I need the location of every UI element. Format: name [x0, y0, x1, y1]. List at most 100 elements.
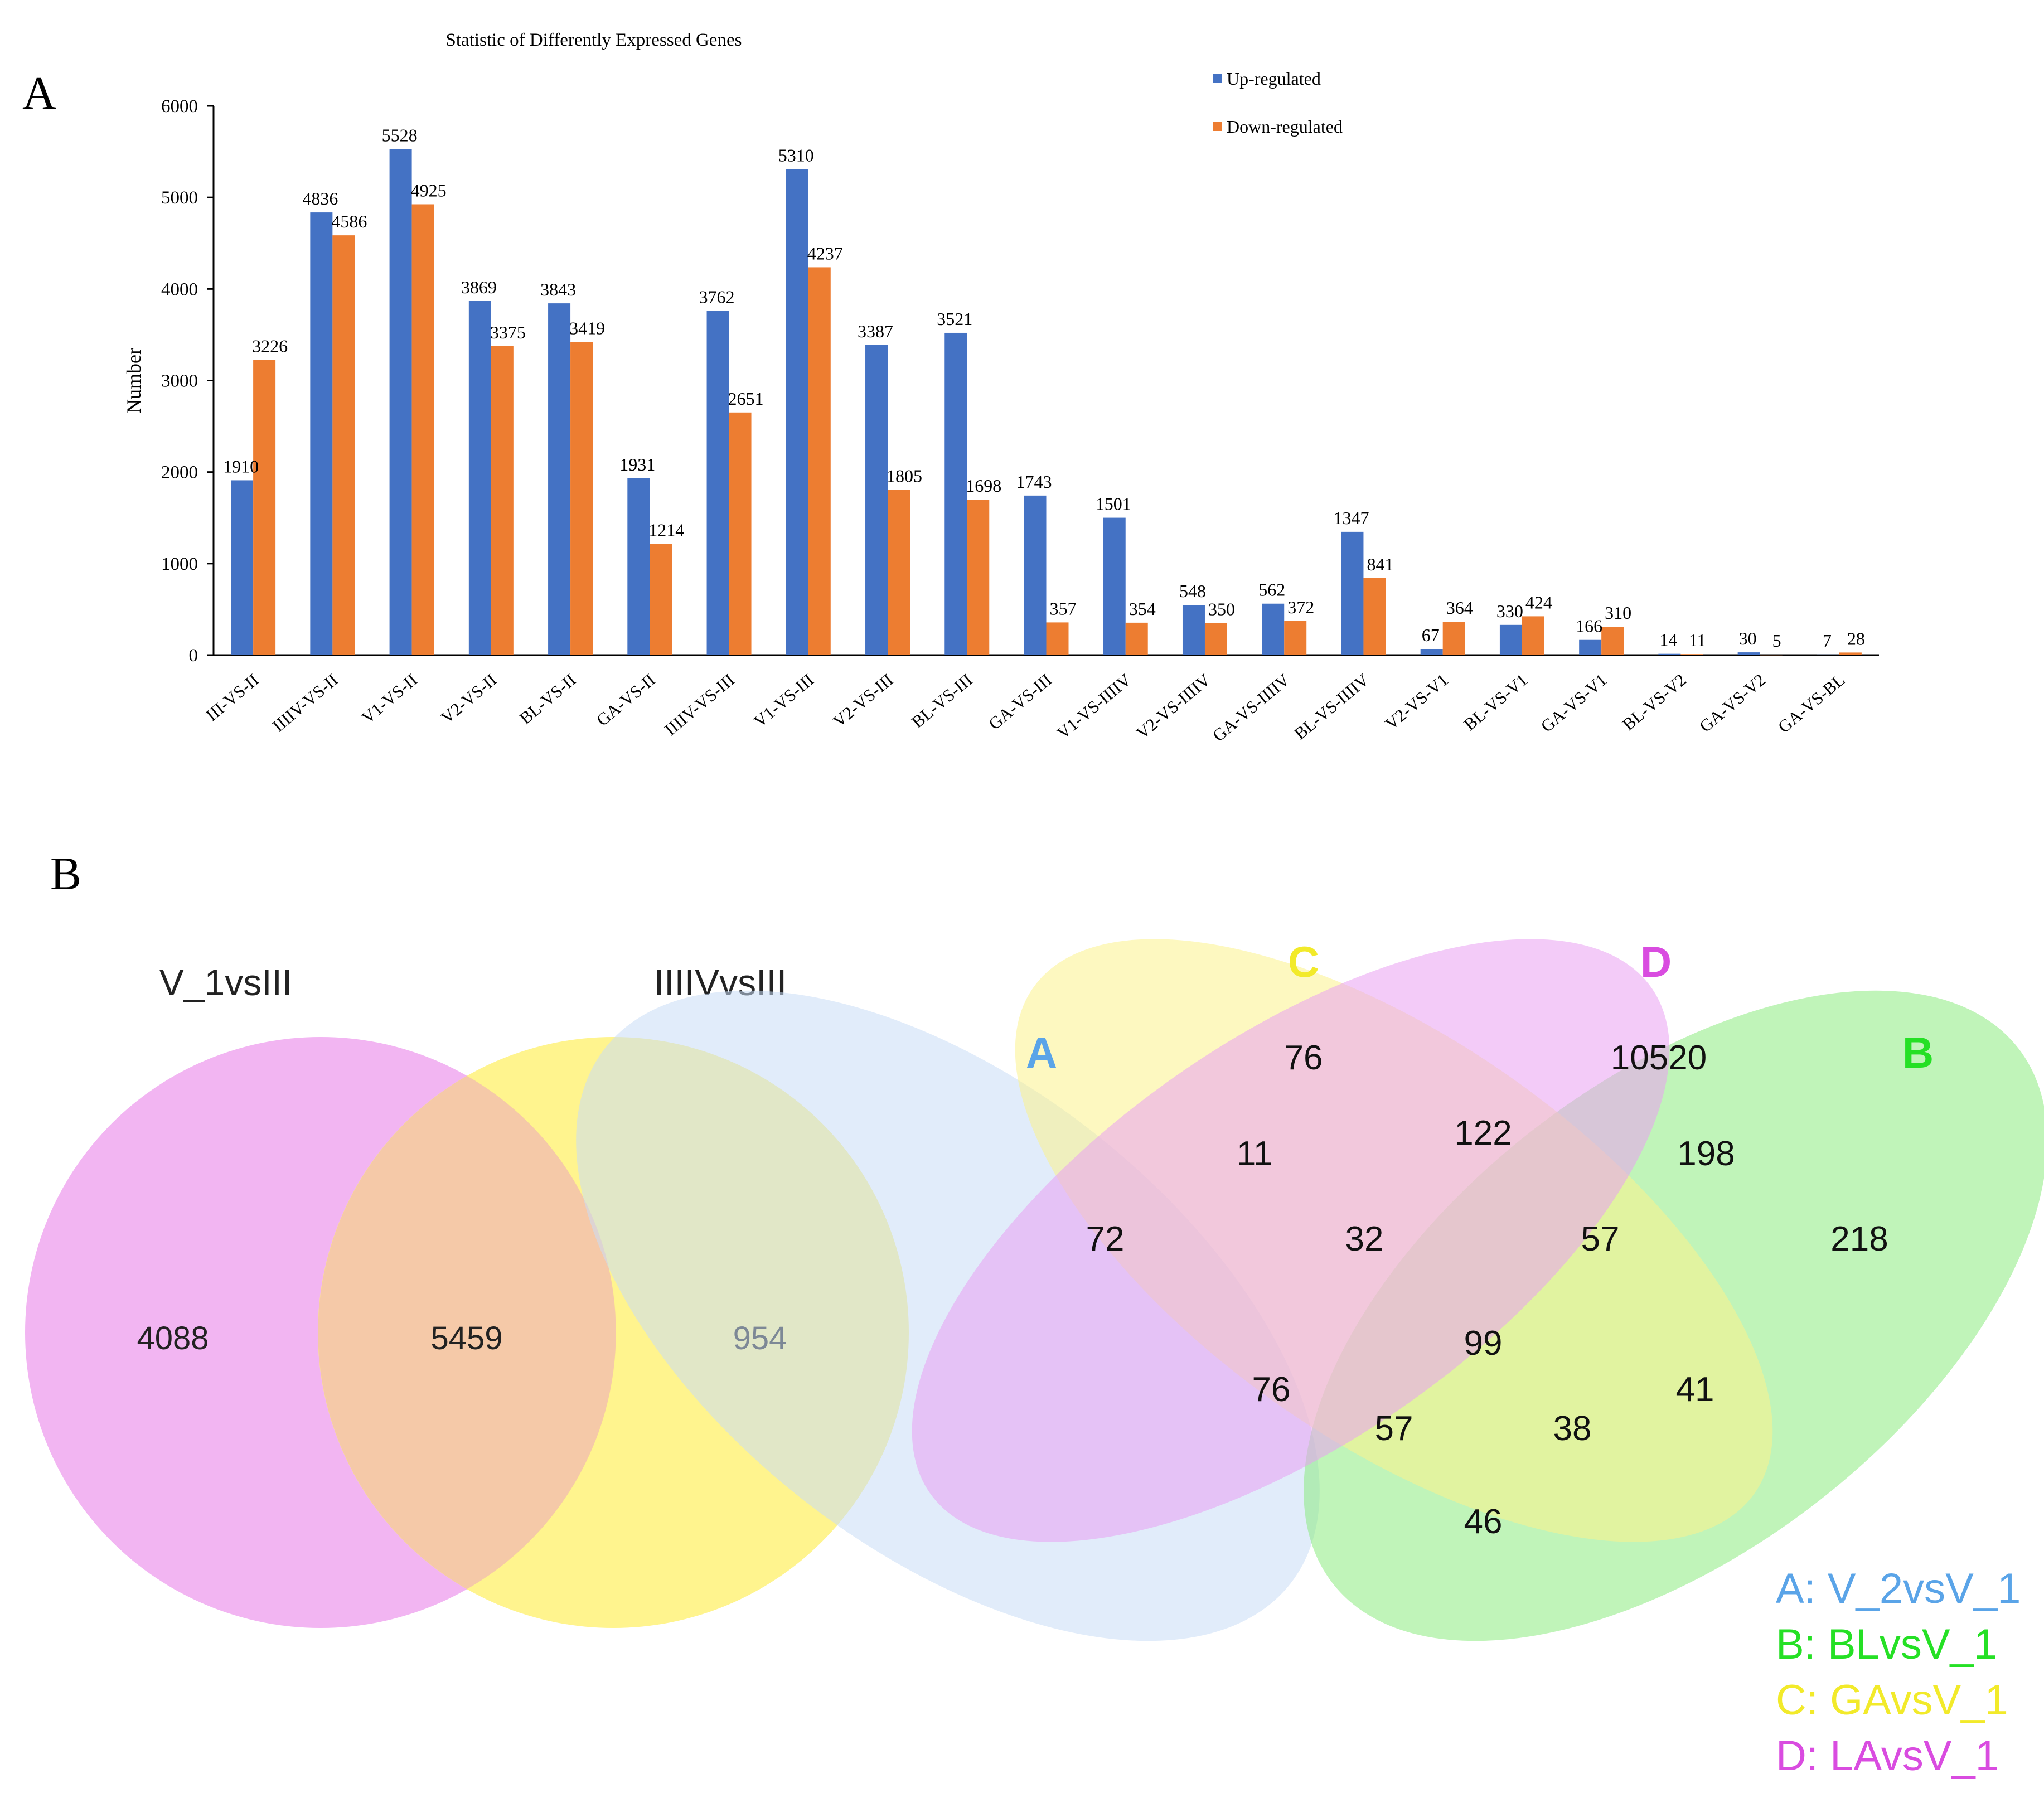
- bar-down: [1522, 616, 1544, 655]
- venn-count-only-left: 4088: [137, 1320, 209, 1356]
- x-tick-label: BL-VS-IIIIV: [1290, 670, 1373, 743]
- venn-set-label-d: D: [1640, 937, 1672, 986]
- bar-down: [411, 204, 434, 656]
- bar-up: [1262, 603, 1285, 655]
- bar-value-label: 4586: [331, 211, 367, 231]
- bar-value-label: 354: [1129, 599, 1156, 619]
- venn-count-both: 5459: [430, 1320, 502, 1356]
- bar-down: [1204, 623, 1227, 655]
- bar-value-label: 330: [1496, 601, 1523, 621]
- bar-value-label: 841: [1367, 554, 1393, 574]
- venn-overlap-region: [318, 1075, 616, 1590]
- bar-value-label: 30: [1739, 628, 1757, 648]
- bar-value-label: 424: [1525, 592, 1552, 612]
- x-tick-label: BL-VS-II: [516, 670, 580, 728]
- bar-value-label: 372: [1287, 597, 1314, 617]
- venn-legend-a: A: V_2vsV_1: [1776, 1565, 2021, 1612]
- x-tick-label: GA-VS-III: [985, 670, 1055, 734]
- bar-value-label: 1910: [223, 456, 259, 476]
- x-tick-label: V2-VS-II: [437, 670, 501, 728]
- y-ticks: 0 1000 2000 3000 4000 5000 6000: [161, 96, 214, 666]
- x-tick-label: V2-VS-IIIIV: [1132, 670, 1214, 743]
- x-tick-label: GA-VS-V1: [1537, 670, 1611, 736]
- bar-down: [332, 235, 355, 655]
- venn-ellipse-d: [912, 939, 1670, 1542]
- x-tick-label: V2-VS-III: [829, 670, 897, 731]
- bar-value-label: 11: [1689, 630, 1706, 650]
- venn-count-acd: 32: [1345, 1220, 1384, 1258]
- bar-down: [650, 544, 672, 655]
- panel-label-b: B: [50, 848, 81, 900]
- bar-marks: [231, 149, 1862, 656]
- y-tick-label: 4000: [161, 279, 198, 299]
- bar-up: [389, 149, 412, 655]
- bar-down: [729, 412, 752, 655]
- bar-down: [967, 500, 990, 655]
- bar-value-label: 3521: [937, 309, 972, 329]
- bar-up: [1182, 605, 1205, 655]
- bar-up: [1579, 639, 1602, 655]
- venn-legend-c: C: GAvsV_1: [1776, 1676, 2008, 1724]
- venn-count-ad: 76: [1252, 1370, 1291, 1409]
- bar-value-label: 3419: [569, 318, 605, 338]
- x-tick-label: V1-VS-II: [358, 670, 422, 728]
- bar-down: [1601, 627, 1624, 655]
- venn-count-a: 72: [1086, 1220, 1125, 1258]
- x-tick-label: V1-VS-IIIIV: [1053, 670, 1135, 743]
- bar-up: [1737, 652, 1760, 655]
- bar-up: [468, 301, 491, 655]
- venn-title-v1vsiii: V_1vsIII: [159, 962, 292, 1003]
- bar-value-label: 1698: [966, 476, 1001, 496]
- venn-set-label-a: A: [1026, 1028, 1057, 1077]
- y-axis-label: Number: [123, 348, 145, 414]
- bar-value-label: 5310: [778, 145, 814, 165]
- bar-value-label: 3226: [252, 336, 288, 356]
- bar-value-label: 4925: [411, 180, 447, 200]
- x-tick-label: IIIIV-VS-II: [269, 670, 342, 736]
- venn-legend-b: B: BLvsV_1: [1776, 1621, 1997, 1668]
- venn-count-c: 76: [1285, 1039, 1323, 1077]
- bar-up: [786, 169, 808, 655]
- bar-down: [888, 490, 910, 655]
- bar-down: [808, 267, 831, 655]
- x-tick-label: BL-VS-V1: [1460, 670, 1531, 734]
- bar-value-label: 2651: [728, 389, 764, 409]
- x-tick-label: IIIIV-VS-III: [661, 670, 738, 740]
- bar-value-label: 3387: [858, 321, 893, 341]
- bar-value-label: 3843: [540, 279, 576, 299]
- chart-title: Statistic of Differently Expressed Genes: [446, 30, 742, 50]
- x-tick-label: V2-VS-V1: [1381, 670, 1452, 734]
- venn-count-bc: 41: [1676, 1370, 1714, 1409]
- bar-value-label: 7: [1823, 631, 1832, 651]
- legend-swatch-up: [1213, 74, 1222, 83]
- bar-value-label: 14: [1659, 630, 1677, 650]
- bar-up: [310, 212, 333, 656]
- panel-label-a: A: [22, 67, 56, 119]
- x-tick-label: GA-VS-BL: [1774, 670, 1848, 737]
- bar-down: [253, 360, 276, 655]
- bar-value-label: 562: [1258, 580, 1285, 600]
- y-tick-label: 6000: [161, 96, 198, 117]
- x-tick-label: GA-VS-II: [593, 670, 659, 730]
- bar-down: [1125, 622, 1148, 655]
- venn-set-label-c: C: [1288, 937, 1319, 986]
- x-tick-label: BL-VS-V2: [1619, 670, 1690, 734]
- venn-count-ac: 11: [1237, 1135, 1272, 1173]
- venn-four-set: A C D B 76 10520 11 122 198 72 32 57 218…: [576, 937, 2044, 1780]
- bar-value-label: 3375: [490, 322, 526, 342]
- bar-down: [1839, 652, 1862, 655]
- bar-value-label: 364: [1446, 598, 1473, 618]
- bar-down: [1284, 621, 1307, 655]
- bar-value-label: 5: [1772, 631, 1781, 651]
- x-tick-label: V1-VS-III: [750, 670, 817, 731]
- y-tick-label: 1000: [161, 554, 198, 574]
- venn-legend-d: D: LAvsV_1: [1776, 1732, 1999, 1780]
- venn-count-cd: 122: [1454, 1114, 1512, 1152]
- venn-legend: A: V_2vsV_1 B: BLvsV_1 C: GAvsV_1 D: LAv…: [1776, 1565, 2021, 1780]
- bar-down: [570, 342, 593, 655]
- bar-up: [1499, 624, 1522, 655]
- venn-set-label-b: B: [1902, 1028, 1934, 1077]
- bar-value-label: 1501: [1096, 494, 1131, 514]
- bar-down: [1442, 622, 1465, 655]
